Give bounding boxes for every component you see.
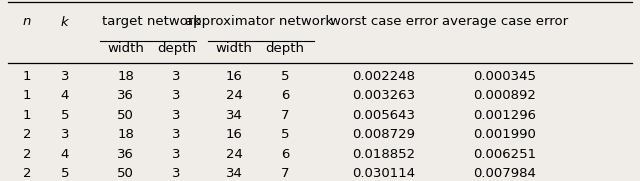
Text: 0.005643: 0.005643 [352, 109, 415, 122]
Text: $1$: $1$ [22, 109, 31, 122]
Text: 3: 3 [172, 128, 181, 141]
Text: 0.001296: 0.001296 [474, 109, 536, 122]
Text: 3: 3 [172, 148, 181, 161]
Text: 7: 7 [281, 167, 289, 180]
Text: 50: 50 [117, 109, 134, 122]
Text: $k$: $k$ [60, 15, 70, 29]
Text: $2$: $2$ [22, 167, 31, 180]
Text: 6: 6 [281, 148, 289, 161]
Text: $1$: $1$ [22, 70, 31, 83]
Text: 36: 36 [117, 89, 134, 102]
Text: 18: 18 [117, 70, 134, 83]
Text: 0.018852: 0.018852 [352, 148, 415, 161]
Text: 0.000892: 0.000892 [474, 89, 536, 102]
Text: depth: depth [157, 42, 196, 55]
Text: $2$: $2$ [22, 128, 31, 141]
Text: $3$: $3$ [60, 128, 70, 141]
Text: 5: 5 [281, 128, 289, 141]
Text: 16: 16 [225, 70, 243, 83]
Text: 24: 24 [225, 148, 243, 161]
Text: approximator network: approximator network [186, 15, 333, 28]
Text: 50: 50 [117, 167, 134, 180]
Text: 18: 18 [117, 128, 134, 141]
Text: 0.002248: 0.002248 [352, 70, 415, 83]
Text: target network: target network [102, 15, 201, 28]
Text: width: width [108, 42, 144, 55]
Text: $n$: $n$ [22, 15, 31, 28]
Text: 0.003263: 0.003263 [352, 89, 415, 102]
Text: 36: 36 [117, 148, 134, 161]
Text: 5: 5 [281, 70, 289, 83]
Text: 7: 7 [281, 109, 289, 122]
Text: $5$: $5$ [60, 109, 70, 122]
Text: 24: 24 [225, 89, 243, 102]
Text: $4$: $4$ [60, 148, 70, 161]
Text: 3: 3 [172, 70, 181, 83]
Text: 6: 6 [281, 89, 289, 102]
Text: width: width [216, 42, 252, 55]
Text: 0.007984: 0.007984 [474, 167, 536, 180]
Text: average case error: average case error [442, 15, 568, 28]
Text: 0.006251: 0.006251 [473, 148, 536, 161]
Text: $5$: $5$ [60, 167, 70, 180]
Text: 34: 34 [225, 167, 243, 180]
Text: $4$: $4$ [60, 89, 70, 102]
Text: depth: depth [266, 42, 305, 55]
Text: worst case error: worst case error [330, 15, 438, 28]
Text: 0.030114: 0.030114 [352, 167, 415, 180]
Text: $3$: $3$ [60, 70, 70, 83]
Text: 0.000345: 0.000345 [474, 70, 536, 83]
Text: 3: 3 [172, 167, 181, 180]
Text: 0.001990: 0.001990 [474, 128, 536, 141]
Text: 0.008729: 0.008729 [352, 128, 415, 141]
Text: 34: 34 [225, 109, 243, 122]
Text: 3: 3 [172, 109, 181, 122]
Text: $2$: $2$ [22, 148, 31, 161]
Text: 16: 16 [225, 128, 243, 141]
Text: $1$: $1$ [22, 89, 31, 102]
Text: 3: 3 [172, 89, 181, 102]
